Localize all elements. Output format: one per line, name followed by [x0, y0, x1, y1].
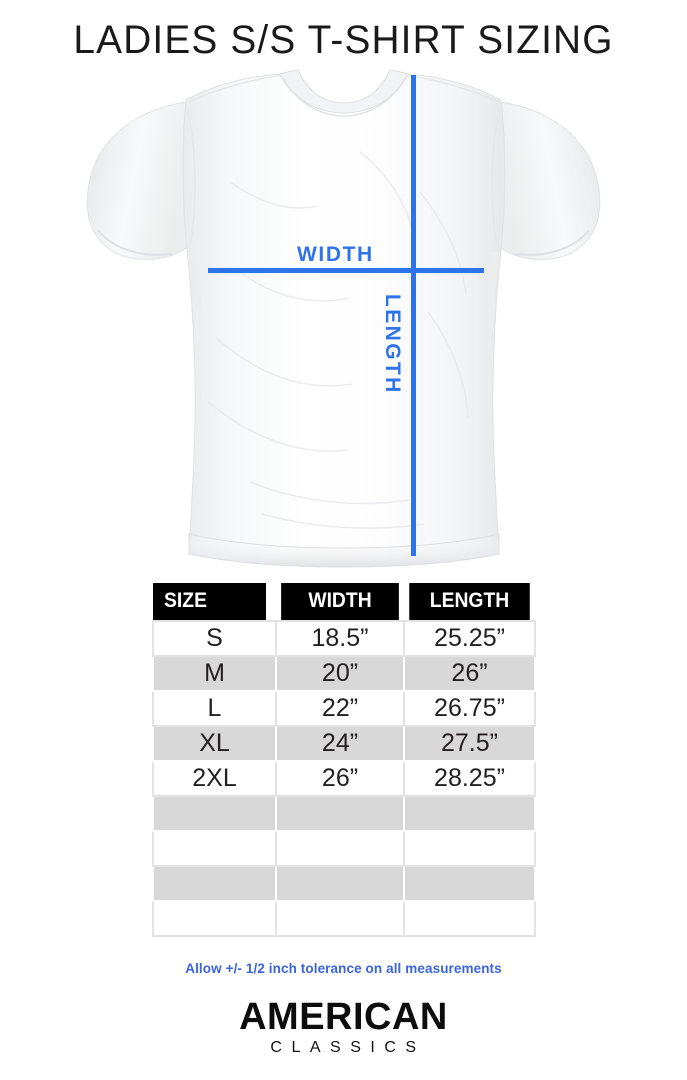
cell-length: 26.75”	[403, 690, 536, 727]
table-row: XL 24” 27.5”	[152, 725, 536, 762]
left-armhole-seam	[186, 105, 196, 248]
right-armhole-seam	[491, 105, 501, 248]
size-chart-table: SIZE WIDTH LENGTH S 18.5” 25.25” M 20” 2…	[152, 583, 536, 937]
table-header-row: SIZE WIDTH LENGTH	[153, 583, 535, 621]
neck-tape	[282, 77, 406, 117]
cell-size	[152, 865, 277, 902]
cell-length: 27.5”	[403, 725, 536, 762]
brand-name: AMERICAN	[239, 996, 448, 1038]
cell-size	[152, 900, 277, 937]
cell-size	[152, 830, 277, 867]
table-row	[152, 865, 536, 902]
brand-logo: AMERICAN CLASSICS	[0, 997, 687, 1059]
size-chart-table-wrapper: SIZE WIDTH LENGTH S 18.5” 25.25” M 20” 2…	[152, 583, 536, 937]
cell-size	[152, 795, 277, 832]
cell-size: M	[152, 655, 277, 692]
bottom-hem	[188, 533, 500, 568]
table-row	[152, 795, 536, 832]
table-row: S 18.5” 25.25”	[152, 620, 536, 657]
cell-length: 28.25”	[403, 760, 536, 797]
cell-length	[403, 830, 536, 867]
column-header-length: LENGTH	[409, 583, 530, 621]
fabric-wrinkles	[207, 151, 469, 529]
table-header: SIZE WIDTH LENGTH	[153, 583, 535, 621]
page-title: LADIES S/S T-SHIRT SIZING	[73, 18, 614, 62]
shirt-body	[182, 73, 506, 568]
cell-size: XL	[152, 725, 277, 762]
cell-width: 24”	[275, 725, 405, 762]
cell-width: 26”	[275, 760, 405, 797]
cell-width: 22”	[275, 690, 405, 727]
brand-tagline: CLASSICS	[270, 1039, 426, 1056]
cell-width	[275, 900, 405, 937]
table-body: S 18.5” 25.25” M 20” 26” L 22” 26.75” XL…	[152, 620, 536, 937]
cell-size: S	[152, 620, 277, 657]
collar	[279, 69, 409, 114]
cell-width	[275, 795, 405, 832]
cell-width: 20”	[275, 655, 405, 692]
cell-width	[275, 830, 405, 867]
left-shoulder-seam	[187, 74, 282, 103]
tshirt-illustration: WIDTH LENGTH	[0, 62, 687, 572]
cell-length	[403, 900, 536, 937]
tshirt-graphic	[86, 69, 601, 568]
cell-length	[403, 795, 536, 832]
table-row: L 22” 26.75”	[152, 690, 536, 727]
body-shadow-left	[187, 252, 204, 442]
cell-size: L	[152, 690, 277, 727]
table-row: 2XL 26” 28.25”	[152, 760, 536, 797]
table-row	[152, 830, 536, 867]
cell-width	[275, 865, 405, 902]
left-sleeve-hem	[97, 229, 173, 256]
cell-width: 18.5”	[275, 620, 405, 657]
table-row: M 20” 26”	[152, 655, 536, 692]
body-shadow-right	[483, 252, 500, 442]
tolerance-note: Allow +/- 1/2 inch tolerance on all meas…	[185, 961, 502, 976]
column-header-size: SIZE	[153, 583, 267, 621]
cell-length: 25.25”	[403, 620, 536, 657]
right-sleeve-hem	[514, 229, 590, 256]
cell-size: 2XL	[152, 760, 277, 797]
cell-length	[403, 865, 536, 902]
column-header-width: WIDTH	[281, 583, 399, 621]
table-row	[152, 900, 536, 937]
cell-length: 26”	[403, 655, 536, 692]
